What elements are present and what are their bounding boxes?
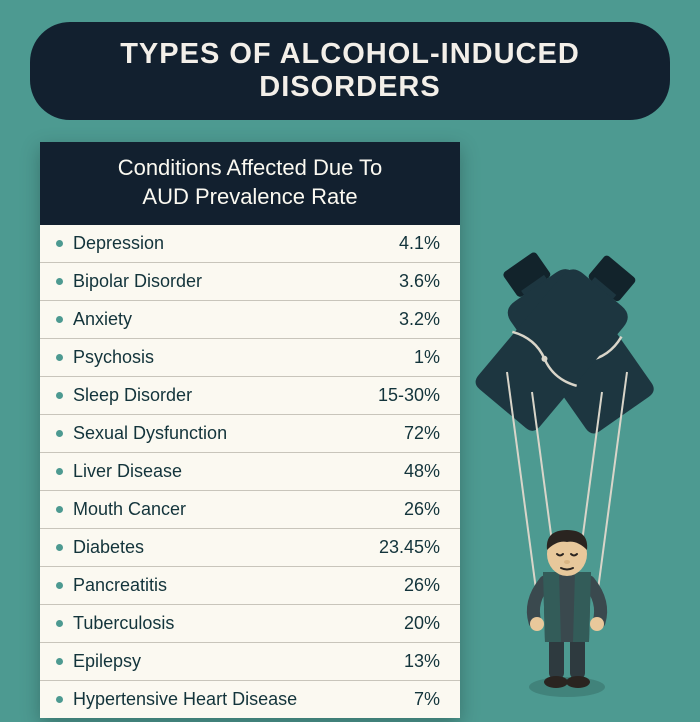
bullet-icon	[56, 240, 63, 247]
condition-label: Sexual Dysfunction	[73, 423, 227, 444]
condition-row: Sexual Dysfunction 72%	[40, 415, 460, 453]
bullet-icon	[56, 658, 63, 665]
condition-value: 3.6%	[399, 271, 440, 292]
condition-row: Pancreatitis 26%	[40, 567, 460, 605]
condition-value: 4.1%	[399, 233, 440, 254]
condition-row: Bipolar Disorder 3.6%	[40, 263, 460, 301]
title-banner: TYPES OF ALCOHOL-INDUCED DISORDERS	[30, 22, 670, 120]
bullet-icon	[56, 278, 63, 285]
bullet-icon	[56, 620, 63, 627]
bullet-icon	[56, 506, 63, 513]
card-header: Conditions Affected Due To AUD Prevalenc…	[40, 142, 460, 225]
condition-label: Anxiety	[73, 309, 132, 330]
condition-row: Sleep Disorder 15-30%	[40, 377, 460, 415]
condition-label: Psychosis	[73, 347, 154, 368]
bullet-icon	[56, 354, 63, 361]
condition-label: Pancreatitis	[73, 575, 167, 596]
condition-row: Liver Disease 48%	[40, 453, 460, 491]
condition-label: Depression	[73, 233, 164, 254]
condition-row: Diabetes 23.45%	[40, 529, 460, 567]
card-header-line2: AUD Prevalence Rate	[142, 184, 357, 209]
condition-row: Psychosis 1%	[40, 339, 460, 377]
condition-row: Anxiety 3.2%	[40, 301, 460, 339]
condition-value: 26%	[404, 575, 440, 596]
puppet-illustration	[452, 242, 682, 702]
bullet-icon	[56, 544, 63, 551]
condition-row: Epilepsy 13%	[40, 643, 460, 681]
condition-row: Mouth Cancer 26%	[40, 491, 460, 529]
conditions-list: Depression 4.1% Bipolar Disorder 3.6% Anxiet…	[40, 225, 460, 718]
condition-label: Tuberculosis	[73, 613, 174, 634]
condition-value: 72%	[404, 423, 440, 444]
bullet-icon	[56, 316, 63, 323]
condition-value: 23.45%	[379, 537, 440, 558]
condition-row: Depression 4.1%	[40, 225, 460, 263]
condition-value: 20%	[404, 613, 440, 634]
condition-label: Liver Disease	[73, 461, 182, 482]
condition-value: 13%	[404, 651, 440, 672]
card-header-line1: Conditions Affected Due To	[118, 155, 383, 180]
condition-label: Sleep Disorder	[73, 385, 192, 406]
bullet-icon	[56, 392, 63, 399]
bullet-icon	[56, 468, 63, 475]
condition-label: Bipolar Disorder	[73, 271, 202, 292]
page-title: TYPES OF ALCOHOL-INDUCED DISORDERS	[50, 38, 650, 104]
condition-row: Tuberculosis 20%	[40, 605, 460, 643]
bullet-icon	[56, 582, 63, 589]
condition-value: 48%	[404, 461, 440, 482]
condition-value: 15-30%	[378, 385, 440, 406]
conditions-card: Conditions Affected Due To AUD Prevalenc…	[40, 142, 460, 718]
condition-label: Diabetes	[73, 537, 144, 558]
condition-value: 3.2%	[399, 309, 440, 330]
bullet-icon	[56, 430, 63, 437]
condition-label: Epilepsy	[73, 651, 141, 672]
condition-value: 26%	[404, 499, 440, 520]
condition-label: Mouth Cancer	[73, 499, 186, 520]
condition-value: 1%	[414, 347, 440, 368]
